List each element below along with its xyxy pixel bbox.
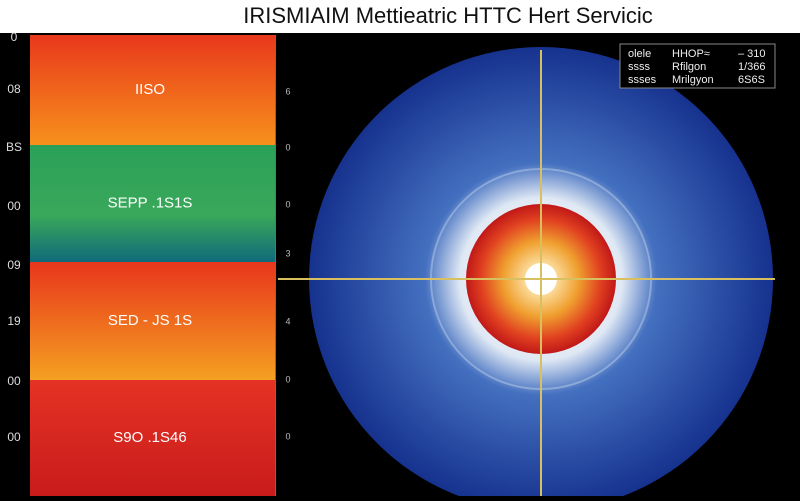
legend-text: Mrilgyon <box>672 74 714 86</box>
left-axis-label: 00 <box>7 199 21 213</box>
legend-text: olele <box>628 48 651 60</box>
mid-axis-label: 0 <box>285 199 290 209</box>
legend-text: – 310 <box>738 48 766 60</box>
left-axis-label: 00 <box>7 430 21 444</box>
band-label: SED - JS 1S <box>108 312 192 329</box>
legend-text: Rfilgon <box>672 61 706 73</box>
left-axis-label: 08 <box>7 82 21 96</box>
band <box>30 380 275 496</box>
left-axis-label: BS <box>6 140 22 154</box>
band <box>30 35 275 145</box>
left-axis-label: 00 <box>7 374 21 388</box>
legend-box <box>619 43 776 89</box>
mid-axis-label: 4 <box>285 316 290 326</box>
mid-axis-label: 0 <box>285 374 290 384</box>
left-axis-label: 19 <box>7 314 21 328</box>
title-bar <box>0 0 800 33</box>
legend-text: ssss <box>628 61 651 73</box>
band <box>30 145 275 262</box>
band-label: SEPP .1S1S <box>108 194 193 211</box>
mid-axis-label: 0 <box>285 142 290 152</box>
legend-text: 6S6S <box>738 74 765 86</box>
legend-text: ssses <box>628 74 657 86</box>
legend-text: HHOP≈ <box>672 48 710 60</box>
left-axis-label: 09 <box>7 258 21 272</box>
band-label: IISO <box>135 81 165 98</box>
legend-text: 1/366 <box>738 61 766 73</box>
band-label: S9O .1S46 <box>113 429 186 446</box>
band <box>30 262 275 380</box>
mid-axis-label: 0 <box>285 431 290 441</box>
left-axis-label: 0 <box>11 30 18 44</box>
title: IRISMIAIM Mettieatric HTTC Hert Servicic <box>243 3 652 28</box>
mid-axis-label: 3 <box>285 248 290 258</box>
mid-axis-label: 6 <box>285 86 290 96</box>
